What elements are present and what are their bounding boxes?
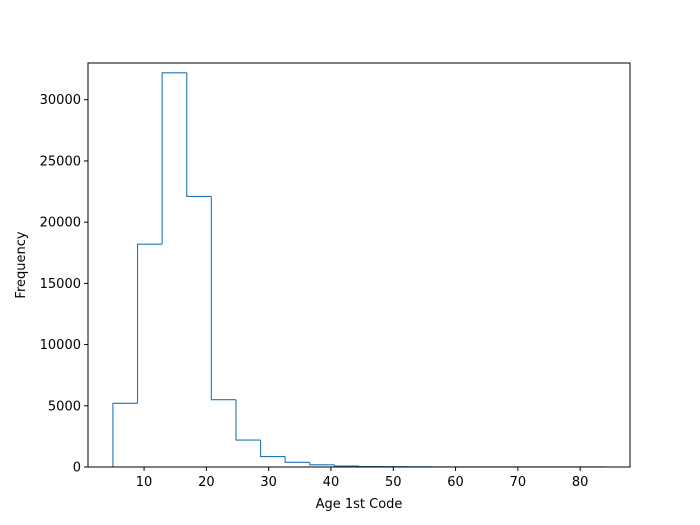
x-tick-label: 30 xyxy=(260,475,277,490)
histogram-bin xyxy=(210,196,236,401)
y-tick-label: 25000 xyxy=(40,154,81,169)
histogram-bin xyxy=(260,440,286,458)
x-tick-label: 70 xyxy=(510,475,527,490)
plot-frame xyxy=(87,62,631,468)
x-tick-label: 80 xyxy=(572,475,589,490)
histogram-bin xyxy=(235,399,261,441)
y-axis-label: Frequency xyxy=(14,231,29,298)
y-tick-label: 20000 xyxy=(40,216,81,231)
histogram-bin xyxy=(136,243,163,404)
histogram-bin xyxy=(186,72,212,197)
y-tick-label: 0 xyxy=(73,461,81,476)
y-tick-label: 10000 xyxy=(40,338,81,353)
x-axis-label: Age 1st Code xyxy=(316,497,403,512)
x-axis-ticks: 10 20 30 40 50 60 70 80 xyxy=(136,467,589,490)
histogram-bin xyxy=(161,72,187,245)
x-tick-label: 20 xyxy=(198,475,215,490)
histogram-bin xyxy=(112,402,138,467)
histogram-bin xyxy=(333,464,359,467)
y-tick-label: 30000 xyxy=(40,93,81,108)
histogram-bin xyxy=(284,456,310,463)
y-tick-label: 5000 xyxy=(48,399,81,414)
y-tick-label: 15000 xyxy=(40,277,81,292)
x-tick-label: 60 xyxy=(447,475,464,490)
x-tick-label: 10 xyxy=(136,475,153,490)
histogram-bin xyxy=(309,462,335,466)
x-tick-label: 40 xyxy=(323,475,340,490)
x-tick-label: 50 xyxy=(385,475,402,490)
plot-area xyxy=(88,63,630,467)
y-axis-ticks: 0 5000 10000 15000 20000 25000 30000 xyxy=(40,93,88,476)
